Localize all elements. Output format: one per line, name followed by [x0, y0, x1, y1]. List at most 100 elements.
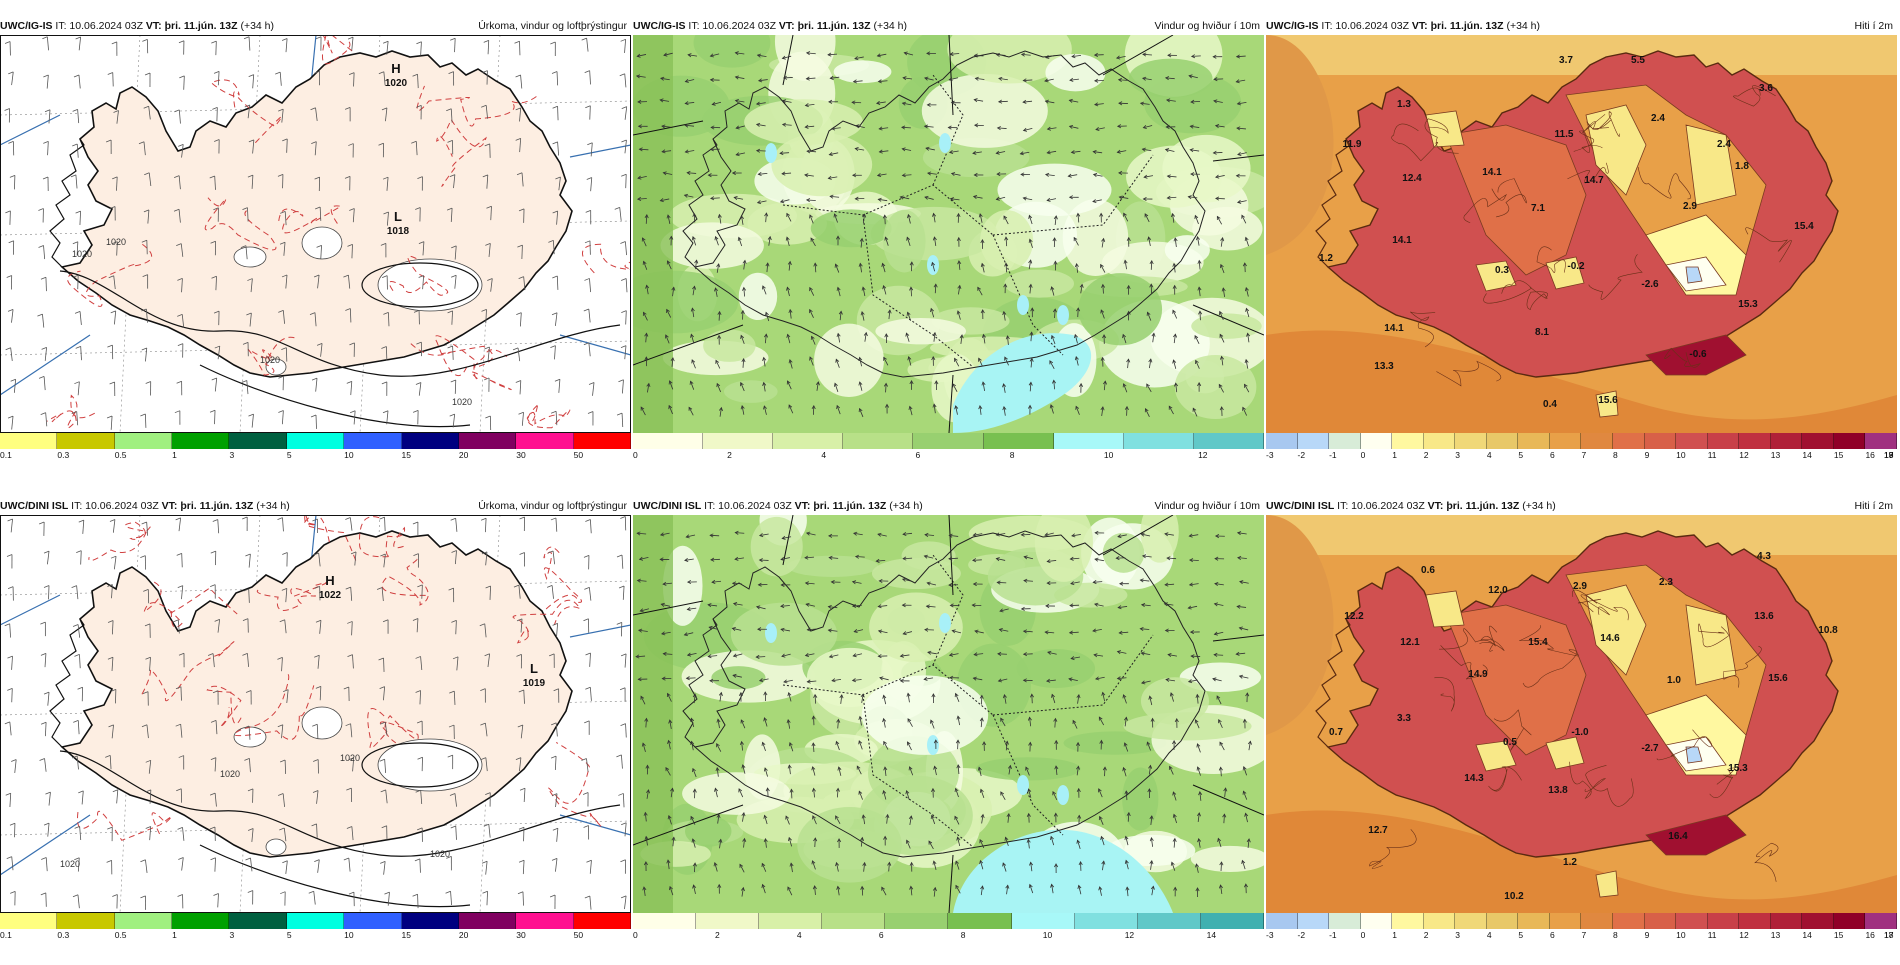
temperature-label: 16.4 [1668, 831, 1688, 842]
colorbar-segment [1865, 913, 1897, 929]
colorbar-segment [516, 433, 573, 449]
model-name: UWC/DINI ISL [1266, 500, 1334, 512]
wind-speed-patch [859, 776, 972, 856]
wind-barb [523, 892, 524, 906]
colorbar-tick-label: 2 [1424, 930, 1429, 940]
temperature-label: 1.3 [1397, 99, 1411, 110]
colorbar-tick-label: 20 [459, 450, 468, 460]
lake [1057, 305, 1069, 325]
colorbar-segment [172, 913, 229, 929]
colorbar-tick-label: 3 [229, 450, 234, 460]
colorbar-segment [1329, 913, 1361, 929]
model-name: UWC/DINI ISL [0, 500, 68, 512]
glacier-outline [234, 247, 266, 267]
temperature-label: 2.4 [1717, 139, 1731, 150]
pressure-center-value: 1019 [523, 678, 546, 689]
colorbar [1266, 433, 1897, 449]
lead-time: (+34 h) [873, 20, 907, 32]
colorbar-tick-label: 12 [1739, 450, 1748, 460]
colorbar-segment [1613, 433, 1645, 449]
panel-precip-dini: UWC/DINI ISL IT: 10.06.2024 03Z VT: þri.… [0, 498, 631, 965]
wind-barb [420, 859, 421, 873]
colorbar-tick-label: 6 [1550, 930, 1555, 940]
pressure-center-type: H [391, 61, 400, 76]
colorbar-segment [1708, 433, 1740, 449]
wind-speed-patch [633, 35, 673, 433]
colorbar-segment [574, 913, 631, 929]
lake [939, 133, 951, 153]
colorbar-segment [1194, 433, 1264, 449]
valid-time: VT: þri. 11.jún. 13Z [779, 20, 871, 32]
colorbar-segment [287, 913, 344, 929]
colorbar-segment [344, 433, 401, 449]
temperature-label: 14.7 [1584, 175, 1604, 186]
colorbar-tick-label: 14 [1802, 930, 1811, 940]
colorbar-segment [0, 913, 57, 929]
glacier-outline [302, 227, 342, 259]
colorbar-tick-label: 12 [1739, 930, 1748, 940]
colorbar-tick-label: 11 [1708, 450, 1717, 460]
colorbar-tick-label: 19 [1884, 450, 1893, 460]
isobar-label: 1020 [430, 849, 450, 859]
temperature-label: 14.6 [1600, 633, 1620, 644]
init-time: IT: 10.06.2024 03Z [1337, 500, 1425, 512]
colorbar-tick-label: 6 [879, 930, 884, 940]
temperature-label: 0.7 [1329, 727, 1343, 738]
lead-time: (+34 h) [889, 500, 923, 512]
glacier-outline [302, 707, 342, 739]
colorbar-tick-label: 7 [1582, 930, 1587, 940]
wind-speed-patch [751, 517, 803, 577]
colorbar-tick-label: 8 [1613, 450, 1618, 460]
temperature-label: 0.5 [1503, 737, 1517, 748]
colorbar-tick-label: 0.1 [0, 450, 12, 460]
colorbar-segment [1581, 913, 1613, 929]
wind-map[interactable] [633, 35, 1264, 433]
colorbar-tick-label: 11 [1708, 930, 1717, 940]
colorbar-tick-label: 8 [1613, 930, 1618, 940]
lead-time: (+34 h) [1522, 500, 1556, 512]
colorbar-tick-label: 3 [1455, 450, 1460, 460]
model-name: UWC/IG-IS [633, 20, 686, 32]
colorbar-tick-label: 16 [1865, 450, 1874, 460]
wind-map-canvas[interactable] [633, 515, 1264, 913]
valid-time: VT: þri. 11.jún. 13Z [146, 20, 238, 32]
panel-temp-igis: UWC/IG-IS IT: 10.06.2024 03Z VT: þri. 11… [1266, 18, 1897, 485]
temperature-label: -2.6 [1641, 279, 1659, 290]
wind-map[interactable] [633, 515, 1264, 913]
temperature-label: 8.1 [1535, 327, 1549, 338]
wind-barb [145, 414, 146, 428]
colorbar-tick-label: 2 [727, 450, 732, 460]
pressure-center-value: 1020 [385, 78, 408, 89]
wind-speed-patch [862, 675, 989, 755]
panel-temp-dini: UWC/DINI ISL IT: 10.06.2024 03Z VT: þri.… [1266, 498, 1897, 965]
colorbar-segment [1298, 433, 1330, 449]
colorbar-segment [1455, 913, 1487, 929]
wind-map-canvas[interactable] [633, 35, 1264, 433]
temperature-label: 10.2 [1504, 891, 1524, 902]
colorbar-segment [703, 433, 773, 449]
colorbar-tick-label: 2 [1424, 450, 1429, 460]
isobar-label: 1020 [72, 249, 92, 259]
temperature-label: 15.4 [1794, 221, 1814, 232]
init-time: IT: 10.06.2024 03Z [55, 20, 143, 32]
glacier-outline [266, 839, 286, 855]
temperature-label: 1.0 [1667, 675, 1681, 686]
colorbar-tick-label: 6 [1550, 450, 1555, 460]
temperature-label: 4.3 [1757, 551, 1771, 562]
colorbar-tick-label: 50 [574, 930, 583, 940]
colorbar-tick-label: 0 [633, 450, 638, 460]
isobar-label: 1020 [106, 237, 126, 247]
temperature-label: 0.4 [1543, 399, 1557, 410]
